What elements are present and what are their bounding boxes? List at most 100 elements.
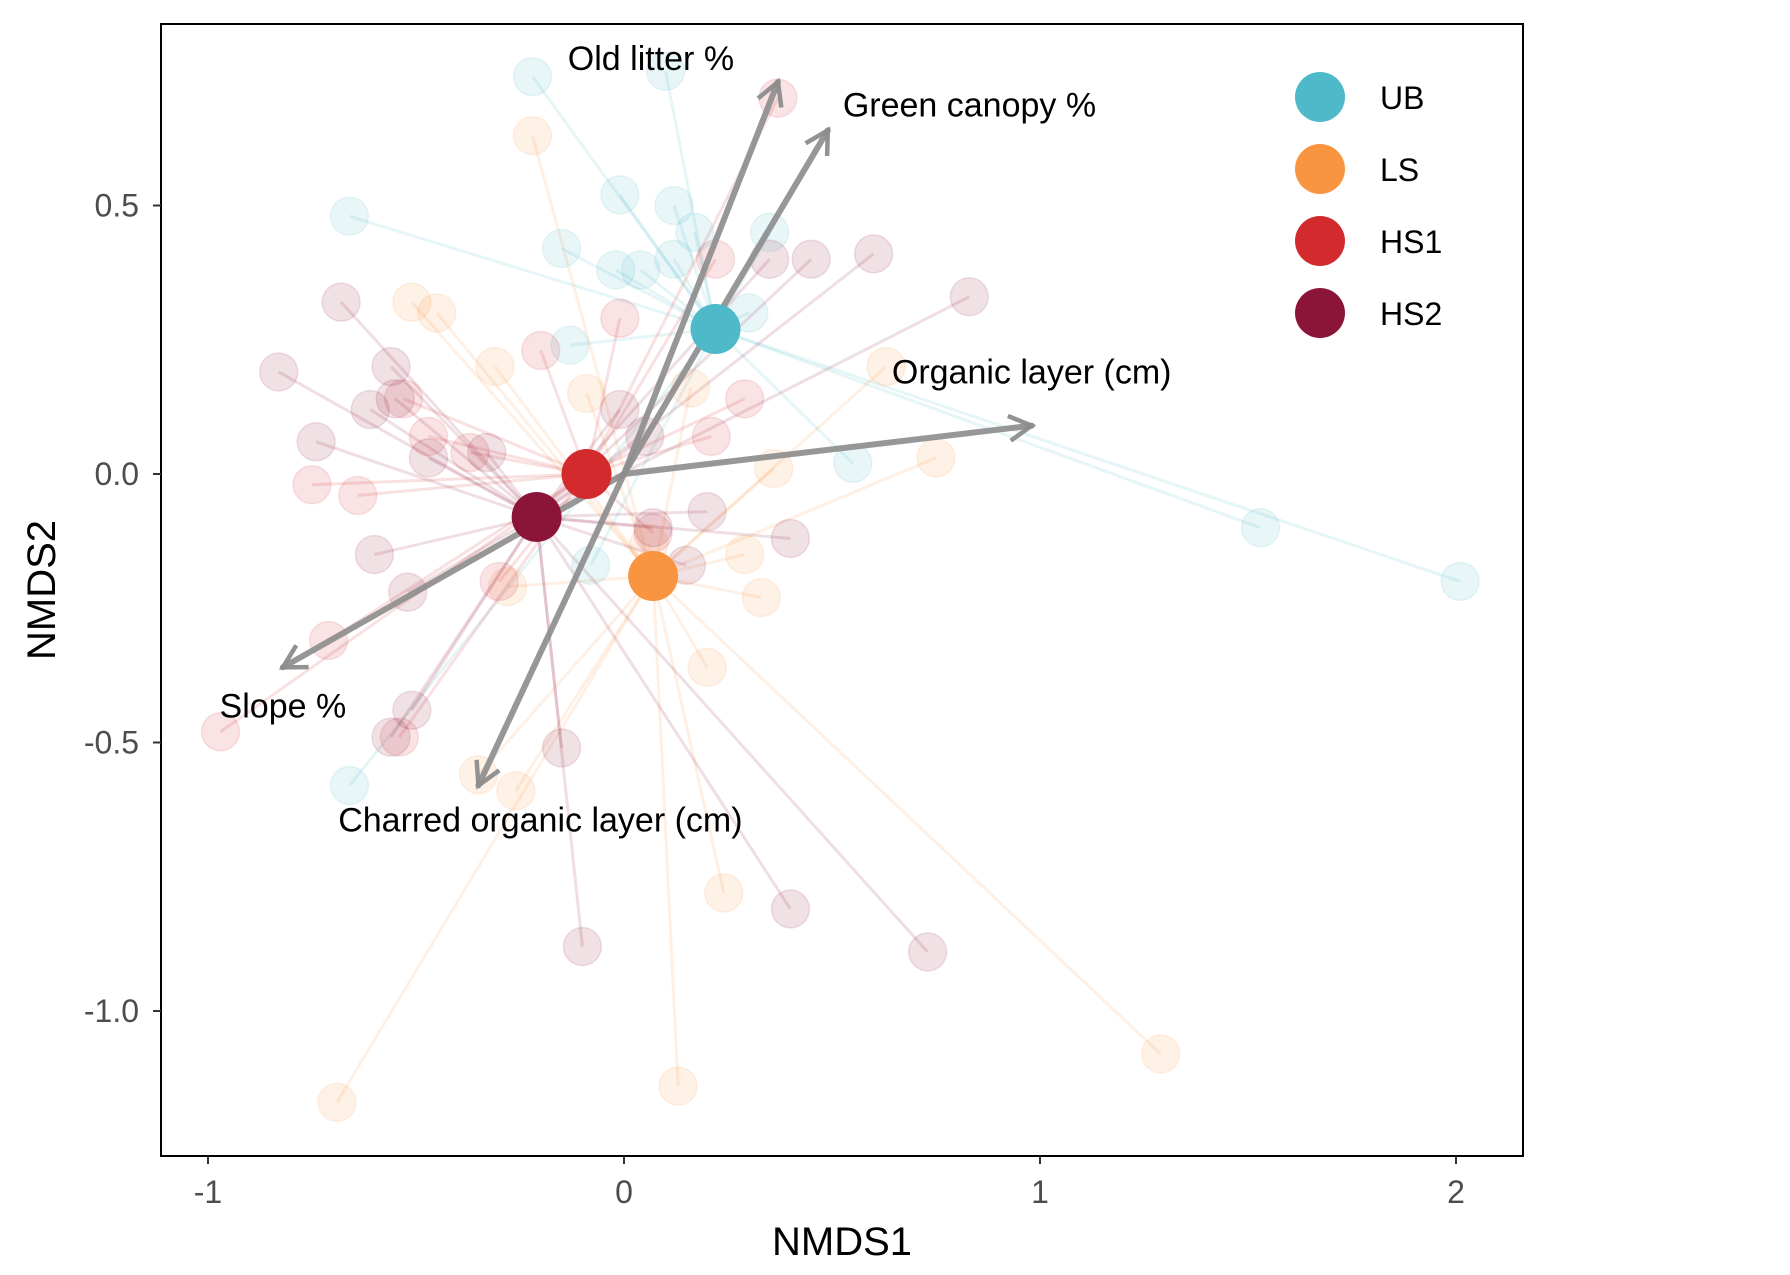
sample-point-hs2 [791, 239, 831, 279]
spider-line-hs2 [536, 510, 708, 519]
sample-point-ub [329, 765, 370, 806]
sample-point-hs2 [949, 277, 990, 317]
y-axis-title: NMDS2 [20, 520, 64, 660]
x-tick-label: 2 [1447, 1174, 1465, 1210]
spider-line-ls [651, 575, 726, 894]
centroid-hs1 [561, 449, 612, 499]
sample-point-ub [600, 175, 640, 215]
sample-point-ub [1240, 507, 1281, 548]
vector-arrow-old-litter [621, 77, 784, 477]
spider-line-ls [652, 574, 1162, 1056]
sample-point-ub [550, 325, 590, 365]
spider-line-hs2 [389, 365, 538, 519]
sample-point-hs2 [371, 346, 411, 387]
sample-point-hs2 [354, 534, 395, 575]
sample-point-hs2 [258, 352, 299, 392]
spider-line-hs2 [340, 301, 538, 518]
sample-point-ls [475, 346, 515, 387]
environmental-vectors [278, 77, 1037, 790]
sample-point-hs1 [521, 330, 561, 371]
spider-line-hs2 [535, 516, 584, 947]
vector-arrow-slope [278, 471, 627, 671]
sample-point-ls [704, 873, 744, 913]
sample-point-ub [329, 196, 370, 236]
sample-point-hs2 [350, 389, 390, 430]
vector-label-organic-layer-cm: Organic layer (cm) [892, 354, 1172, 392]
spider-line-ub [560, 247, 717, 331]
y-tick-label: -0.5 [84, 725, 139, 761]
spider-line-ub [664, 70, 717, 330]
sample-point-ls [687, 647, 727, 688]
sample-point-ls [916, 438, 956, 478]
legend-item-hs2: HS2 [1295, 288, 1442, 338]
sample-points [200, 51, 1480, 1123]
vector-label-charred-organic-layer-cm: Charred organic layer (cm) [338, 801, 742, 839]
vector-arrow-organic-layer-cm [621, 413, 1037, 477]
spider-line-ls [335, 575, 655, 1104]
sample-point-ls [496, 771, 536, 811]
plot-panel-border [160, 23, 1524, 1157]
spider-line-ls [652, 456, 937, 578]
sample-point-ls [741, 577, 782, 618]
x-tick-label: 1 [1031, 1174, 1049, 1210]
sample-point-hs2 [907, 932, 948, 972]
vector-label-green-canopy: Green canopy % [843, 86, 1096, 124]
spider-line-hs2 [369, 408, 538, 519]
spider-line-hs2 [374, 515, 537, 557]
legend-label-ls: LS [1380, 152, 1419, 188]
legend-label-hs2: HS2 [1380, 296, 1442, 332]
y-tick-label: 0.5 [95, 188, 139, 224]
spider-line-ub [589, 328, 717, 566]
sample-point-ls [1140, 1034, 1181, 1074]
sample-point-hs2 [770, 889, 811, 929]
spider-line-hs2 [394, 397, 538, 519]
sample-point-hs2 [770, 518, 811, 559]
sample-point-hs1 [292, 464, 332, 505]
sample-point-ls [487, 567, 528, 607]
centroid-hs2 [511, 491, 562, 542]
spider-line-hs2 [535, 515, 929, 953]
spider-line-hs1 [311, 472, 587, 487]
y-tick-label: -1.0 [84, 993, 139, 1029]
sample-point-hs1 [338, 475, 378, 516]
legend-label-ub: UB [1380, 80, 1424, 116]
spider-line-hs1 [402, 397, 588, 476]
sample-point-ub [645, 51, 686, 91]
legend-swatch-ls [1295, 144, 1345, 194]
sample-point-ls [658, 1066, 698, 1106]
spider-line-hs2 [389, 516, 538, 738]
vector-labels: Old litter % Green canopy % Organic layer … [220, 40, 1172, 839]
spider-line-ub [618, 193, 717, 330]
sample-point-ub [674, 212, 715, 253]
sample-point-ub [595, 250, 636, 290]
sample-point-hs2 [633, 507, 673, 548]
sample-point-hs2 [392, 690, 432, 731]
spider-line-ls [651, 575, 680, 1087]
sample-point-ls [392, 282, 432, 322]
spider-line-hs1 [585, 397, 746, 476]
vector-arrow-charred-organic-layer-cm [474, 471, 627, 790]
sample-point-hs1 [691, 416, 732, 457]
sample-point-ls [512, 115, 553, 156]
sample-point-ub [1440, 561, 1480, 602]
sample-point-hs2 [375, 379, 415, 419]
sample-point-ub [654, 239, 694, 279]
sample-point-ls [566, 373, 607, 414]
legend-swatch-hs1 [1295, 216, 1345, 266]
sample-point-ub [620, 250, 661, 290]
spider-line-hs1 [357, 472, 587, 497]
centroid-ub [690, 304, 741, 355]
spider-line-ls [652, 467, 775, 578]
spider-line-ls [531, 135, 655, 577]
spider-line-ls [651, 387, 693, 577]
sample-point-ub [654, 185, 694, 226]
legend-item-hs1: HS1 [1295, 216, 1442, 266]
legend-label-hs1: HS1 [1380, 224, 1442, 260]
sample-point-ub [541, 228, 582, 269]
sample-point-hs1 [379, 717, 420, 757]
legend-item-ls: LS [1295, 144, 1419, 194]
sample-point-hs1 [200, 712, 241, 752]
centroid-ls [628, 551, 679, 602]
legend: UB LS HS1 HS2 [1295, 72, 1442, 338]
